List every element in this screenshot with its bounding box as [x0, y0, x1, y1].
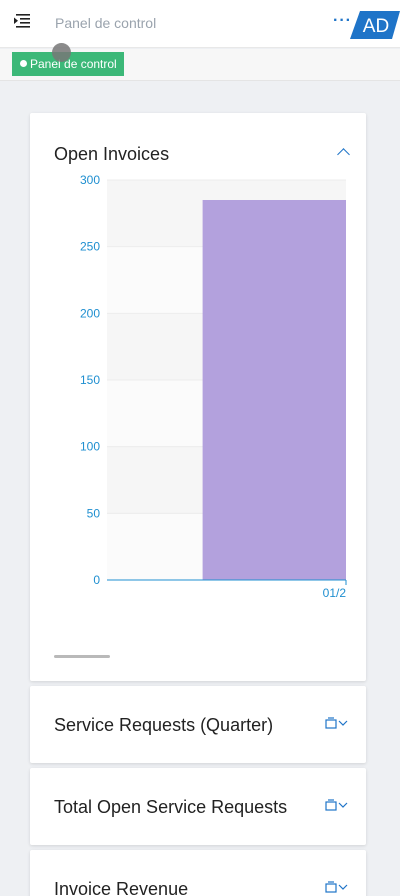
menu-icon[interactable] [13, 13, 31, 29]
y-tick-label: 200 [80, 306, 100, 320]
y-tick-label: 300 [80, 173, 100, 187]
card-title: Service Requests (Quarter) [54, 715, 274, 735]
chart-scrollbar[interactable] [54, 655, 110, 658]
x-tick-label: 01/2 [323, 586, 347, 600]
card-total-open-service-requests: Total Open Service Requests [30, 768, 366, 845]
brand-logo[interactable]: AD [350, 11, 400, 39]
bar[interactable] [202, 200, 346, 580]
drag-handle[interactable] [52, 43, 71, 62]
logo-text: AD [363, 16, 389, 37]
card-service-requests-quarter: Service Requests (Quarter) [30, 686, 366, 763]
card-actions-icon[interactable] [325, 799, 351, 813]
card-title: Open Invoices [54, 144, 170, 164]
breadcrumb-label: Panel de control [30, 57, 117, 71]
more-options-icon[interactable]: ··· [333, 12, 352, 29]
page-title: Panel de control [55, 15, 157, 31]
y-tick-label: 250 [80, 240, 100, 254]
y-tick-label: 100 [80, 440, 100, 454]
chevron-up-icon[interactable] [337, 148, 350, 161]
top-bar: Panel de control ··· AD [0, 0, 400, 48]
card-actions-icon[interactable] [325, 881, 351, 895]
breadcrumb: Panel de control [0, 49, 400, 81]
card-invoice-revenue: Invoice Revenue [30, 850, 366, 896]
status-dot-icon [20, 60, 27, 67]
y-tick-label: 50 [87, 506, 101, 520]
y-tick-label: 0 [93, 573, 100, 587]
card-actions-icon[interactable] [325, 717, 351, 731]
y-tick-label: 150 [80, 373, 100, 387]
card-title: Total Open Service Requests [54, 797, 288, 817]
open-invoices-chart: 300 250 200 150 100 50 0 01/2 [80, 173, 347, 600]
card-title: Invoice Revenue [54, 879, 189, 896]
